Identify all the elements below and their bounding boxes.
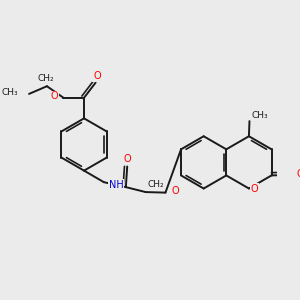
Text: CH₃: CH₃ (2, 88, 19, 97)
Text: CH₃: CH₃ (252, 111, 268, 120)
Text: O: O (250, 184, 258, 194)
Text: CH₂: CH₂ (37, 74, 54, 83)
Text: CH₂: CH₂ (147, 180, 164, 189)
Text: O: O (93, 71, 101, 81)
Text: O: O (124, 154, 132, 164)
Text: O: O (172, 186, 179, 196)
Text: O: O (51, 92, 58, 101)
Text: NH: NH (109, 180, 124, 190)
Text: O: O (296, 169, 300, 179)
